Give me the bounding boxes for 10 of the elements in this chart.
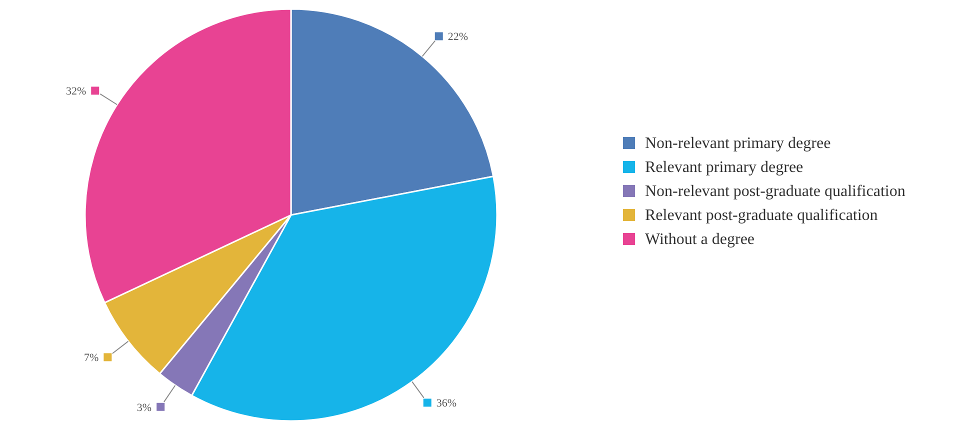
legend-label: Without a degree	[645, 231, 755, 248]
legend-label: Relevant post-graduate qualification	[645, 207, 878, 224]
data-label: 3%	[136, 402, 152, 414]
legend-label: Non-relevant primary degree	[645, 135, 831, 152]
legend-label: Non-relevant post-graduate qualification	[645, 183, 906, 200]
data-label: 7%	[84, 352, 99, 364]
data-label: 36%	[436, 398, 457, 410]
data-label: 22%	[448, 31, 468, 44]
legend-label: Relevant primary degree	[645, 159, 804, 176]
data-label: 32%	[66, 86, 86, 98]
